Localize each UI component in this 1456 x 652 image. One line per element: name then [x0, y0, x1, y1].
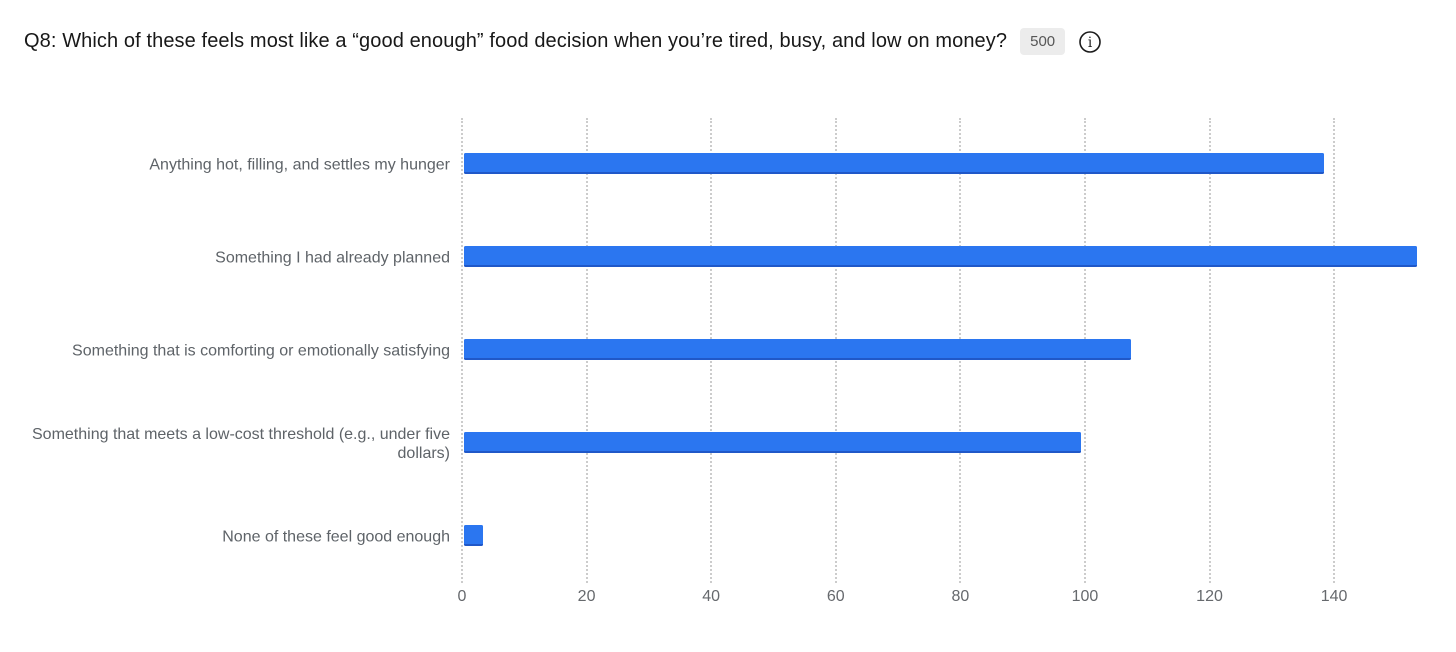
gridline [461, 118, 463, 583]
x-tick-label: 0 [457, 588, 467, 605]
x-axis: 0 20 40 60 80 100 120 140 [458, 588, 1440, 610]
info-icon[interactable]: i [1078, 30, 1102, 54]
category-labels: Anything hot, filling, and settles my hu… [0, 118, 450, 583]
gridline [1208, 118, 1211, 583]
gridline [1333, 118, 1336, 583]
question-title: Q8: Which of these feels most like a “go… [24, 30, 1008, 52]
x-tick-label: 120 [1196, 588, 1223, 605]
x-tick-label: 140 [1320, 588, 1348, 605]
info-circle-icon: i [1079, 30, 1101, 53]
bar-row-4[interactable] [464, 432, 1081, 453]
plot-area [461, 118, 1440, 583]
x-tick-label: 40 [702, 588, 721, 605]
response-count-badge: 500 [1020, 28, 1066, 55]
category-label: Something that is comforting or emotiona… [72, 342, 450, 359]
x-tick-label: 80 [951, 588, 970, 605]
category-label: None of these feel good enough [222, 528, 450, 545]
bar-row-3[interactable] [464, 339, 1131, 360]
x-tick-label: 60 [826, 588, 845, 605]
category-label: Something that meets a low-cost threshol… [32, 425, 450, 462]
category-label: Something I had already planned [215, 249, 450, 266]
question-header: Q8: Which of these feels most like a “go… [24, 28, 1102, 55]
bar-row-1[interactable] [464, 153, 1324, 174]
x-tick-label: 100 [1071, 588, 1099, 605]
bar-row-5[interactable] [464, 525, 483, 546]
svg-text:i: i [1088, 35, 1093, 51]
category-label: Anything hot, filling, and settles my hu… [149, 156, 450, 173]
x-tick-label: 20 [577, 588, 596, 605]
bar-row-2[interactable] [464, 246, 1418, 267]
